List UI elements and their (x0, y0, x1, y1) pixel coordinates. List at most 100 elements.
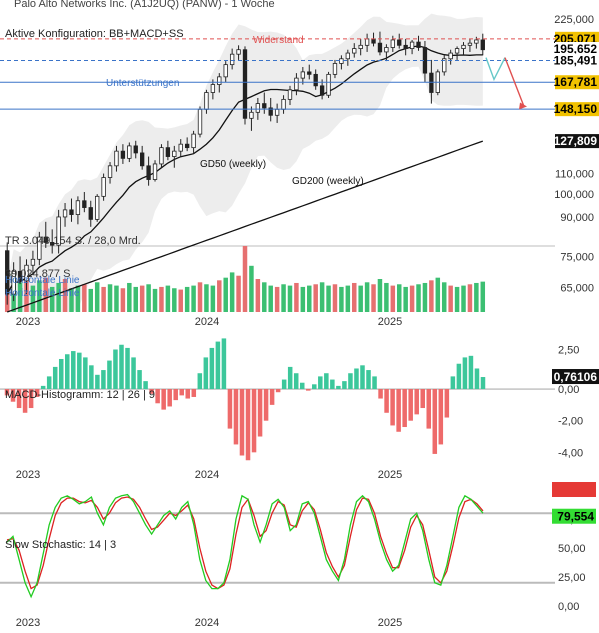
volume-bar (441, 282, 447, 312)
volume-bar (274, 286, 280, 312)
macd-histogram-bar (167, 389, 172, 407)
stoch-current-value: 79,554 (557, 510, 594, 524)
volume-bar (461, 285, 466, 312)
x-tick-label: 2023 (16, 469, 40, 481)
volume-bar (345, 285, 351, 312)
volume-bar (281, 284, 286, 312)
candle-body (62, 209, 68, 218)
candle-body (319, 85, 325, 96)
volume-bar (17, 282, 23, 312)
macd-histogram-bar (348, 373, 353, 390)
text-layer: Palo Alto Networks Inc. (A1J2UQ) (PANW) … (5, 0, 599, 629)
candle-body (268, 107, 273, 116)
volume-bar (422, 282, 428, 312)
candle-body (178, 143, 183, 152)
volume-bar (454, 286, 460, 312)
candle-body (159, 147, 164, 165)
stoch-d-value-box (552, 482, 596, 497)
volume-bar (217, 280, 222, 312)
macd-histogram-bar (287, 366, 293, 390)
macd-histogram-bar (221, 338, 227, 390)
volume-bar (62, 279, 68, 312)
candle-body (403, 44, 408, 50)
macd-title: MACD-Histogramm: 12 | 26 | 9 (5, 389, 155, 401)
macd-histogram-bar (402, 389, 407, 428)
candle-body (345, 52, 350, 60)
config-label: Aktive Konfiguration: BB+MACD+SS (5, 28, 184, 40)
macd-value-box (552, 369, 599, 385)
macd-histogram-bar (293, 373, 299, 390)
forecast-arrow-down (504, 57, 525, 107)
volume-bar (242, 246, 248, 312)
volume-bar (390, 285, 396, 312)
volume-bar (223, 277, 228, 312)
volume-bar (319, 282, 325, 312)
macd-histogram-bar (444, 389, 450, 418)
candle-body (69, 209, 74, 215)
candle-body (152, 163, 158, 180)
candle-body (364, 38, 370, 46)
forecast-arrowhead (519, 102, 527, 110)
candle-body (262, 103, 267, 109)
volume-bar (364, 282, 370, 312)
candle-body (82, 200, 87, 208)
macd-histogram-bar (360, 365, 365, 390)
stoch-axis-tick: 0,00 (558, 601, 579, 613)
gd200-label: GD200 (weekly) (292, 176, 364, 187)
candle-body (127, 145, 132, 159)
candle-body (332, 63, 338, 75)
macd-histogram-bar (438, 389, 444, 445)
volume-bar (49, 286, 55, 312)
macd-histogram-bar (281, 379, 287, 390)
candle-body (140, 152, 145, 167)
candle-body (461, 44, 466, 50)
candle-body (204, 92, 209, 110)
macd-histogram-bar (71, 351, 76, 390)
volume-bar (358, 285, 363, 312)
candle-body (448, 52, 453, 60)
macd-histogram-bar (191, 389, 197, 397)
macd-histogram-bar (462, 357, 468, 390)
price-label-box (555, 102, 599, 117)
macd-histogram-bar (4, 389, 10, 396)
chart-title: Palo Alto Networks Inc. (A1J2UQ) (PANW) … (14, 0, 275, 10)
macd-histogram-bar (107, 360, 112, 390)
volume-bar (75, 285, 81, 312)
macd-histogram-bar (299, 382, 305, 390)
macd-histogram-bar (113, 349, 118, 390)
candle-body (11, 270, 16, 295)
candle-body (454, 48, 460, 54)
macd-histogram-bar (10, 389, 16, 402)
candle-body (120, 150, 126, 159)
candle-body (287, 89, 293, 100)
candle-body (377, 42, 383, 53)
candle-body (56, 216, 61, 246)
price-label: 195,652 (554, 42, 598, 56)
stoch-title: Slow Stochastic: 14 | 3 (5, 539, 116, 551)
macd-histogram-bar (408, 389, 413, 421)
macd-histogram-bar (185, 389, 191, 399)
volume-bar (210, 285, 216, 312)
volume-bar (384, 282, 389, 312)
macd-histogram-bar (456, 363, 462, 390)
volume-bar (287, 285, 293, 312)
level-lines-layer (0, 38, 555, 110)
stoch-axis-tick: 50,00 (558, 543, 586, 555)
gd50-label: GD50 (weekly) (200, 159, 266, 170)
macd-histogram-bar (239, 389, 245, 456)
macd-histogram-bar (83, 357, 88, 390)
candle-body (352, 48, 357, 54)
price-label: 167,781 (554, 75, 598, 89)
candle-body (95, 195, 100, 220)
macd-histogram-bar (101, 370, 106, 390)
macd-histogram-bar (95, 374, 100, 390)
volume-bar (204, 284, 209, 312)
volume-bar (127, 282, 132, 312)
macd-histogram-bar (342, 381, 347, 390)
volume-summary-label: TR 3.049.154 S. / 28,0 Mrd. (5, 235, 141, 247)
x-tick-label: 2025 (378, 469, 402, 481)
volume-bar (371, 284, 376, 312)
macd-histogram-bar (227, 389, 233, 429)
volume-bar (165, 285, 171, 312)
volume-bar (294, 282, 299, 312)
